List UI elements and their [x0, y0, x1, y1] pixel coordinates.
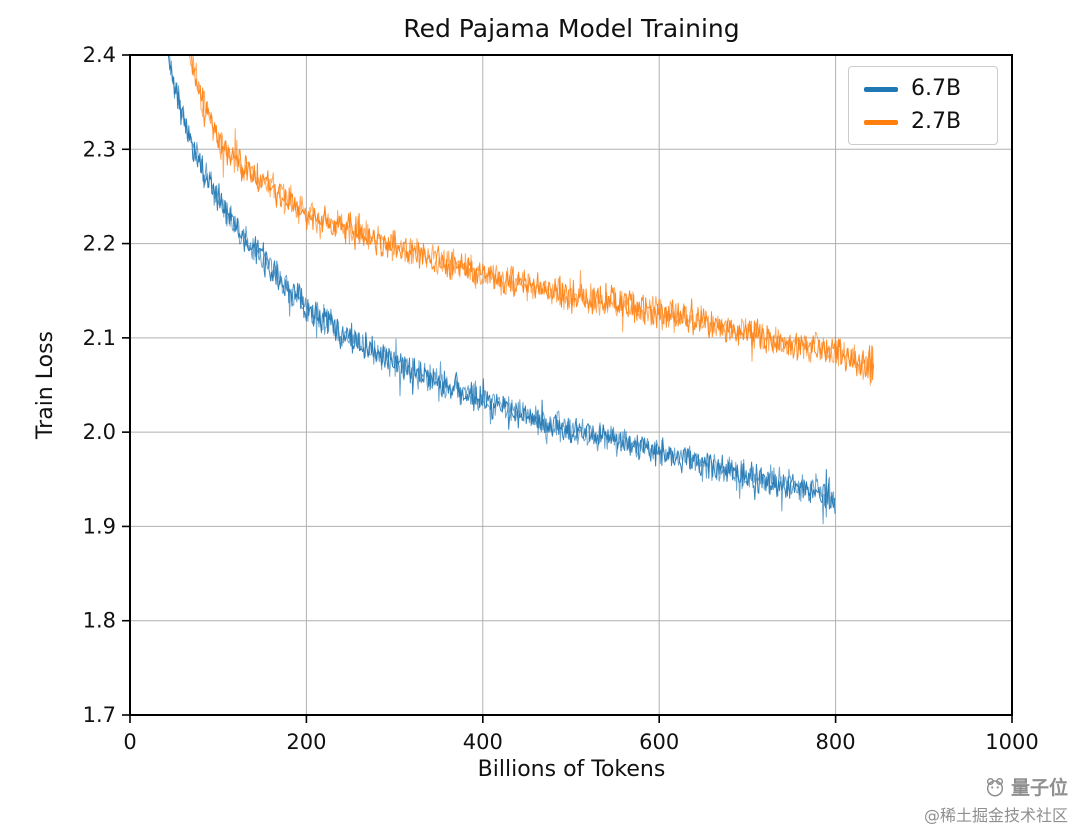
legend-swatch-6-7b [864, 86, 898, 92]
watermark-brand-row: 量子位 [924, 773, 1068, 800]
chart-title: Red Pajama Model Training [403, 14, 740, 43]
svg-text:1.8: 1.8 [83, 609, 116, 633]
legend-label-2-7b: 2.7B [911, 109, 962, 134]
watermark: 量子位 @稀土掘金技术社区 [924, 773, 1068, 826]
x-axis-label: Billions of Tokens [477, 757, 666, 782]
svg-text:1000: 1000 [985, 730, 1038, 754]
svg-text:2.1: 2.1 [83, 326, 116, 350]
svg-text:0: 0 [123, 730, 136, 754]
svg-text:1.7: 1.7 [83, 703, 116, 727]
quantumbit-logo-icon [984, 776, 1006, 798]
svg-text:2.2: 2.2 [83, 232, 116, 256]
legend-item-6-7b: 6.7B [864, 78, 982, 100]
svg-text:800: 800 [816, 730, 856, 754]
svg-text:2.4: 2.4 [83, 43, 116, 67]
legend-label-6-7b: 6.7B [911, 76, 962, 101]
y-axis-label: Train Loss [33, 330, 58, 440]
legend: 6.7B 2.7B [848, 66, 998, 145]
legend-item-2-7b: 2.7B [864, 111, 982, 133]
svg-text:2.3: 2.3 [83, 137, 116, 161]
watermark-brand: 量子位 [1010, 777, 1068, 799]
svg-text:600: 600 [639, 730, 679, 754]
watermark-community: @稀土掘金技术社区 [923, 806, 1068, 825]
svg-text:2.0: 2.0 [83, 420, 116, 444]
svg-text:200: 200 [286, 730, 326, 754]
svg-text:400: 400 [463, 730, 503, 754]
svg-text:1.9: 1.9 [83, 514, 116, 538]
legend-swatch-2-7b [864, 119, 898, 125]
